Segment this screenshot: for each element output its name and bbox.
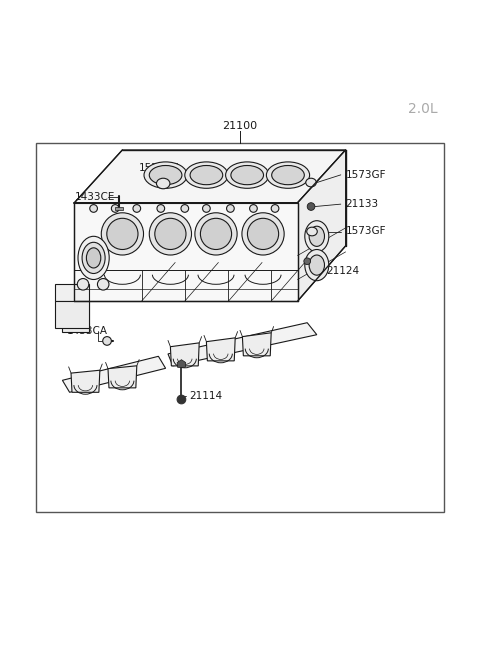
Ellipse shape [201, 218, 231, 250]
Polygon shape [62, 356, 166, 392]
Ellipse shape [155, 218, 186, 250]
Ellipse shape [305, 250, 329, 281]
Circle shape [177, 395, 186, 404]
Ellipse shape [86, 248, 101, 268]
Circle shape [304, 258, 311, 265]
Ellipse shape [185, 162, 228, 188]
Circle shape [271, 204, 279, 212]
Circle shape [103, 337, 111, 345]
Text: 2.0L: 2.0L [408, 102, 437, 116]
Ellipse shape [149, 213, 192, 255]
Text: 1573GF: 1573GF [346, 170, 386, 180]
Text: 21133: 21133 [346, 199, 379, 209]
Ellipse shape [195, 213, 237, 255]
Text: 1573GF: 1573GF [346, 227, 386, 236]
Ellipse shape [190, 166, 223, 185]
Text: 1573GF: 1573GF [139, 162, 180, 173]
Text: 1433CA: 1433CA [67, 326, 108, 336]
Polygon shape [177, 360, 186, 367]
Ellipse shape [78, 236, 109, 280]
Polygon shape [242, 333, 271, 356]
Polygon shape [55, 301, 89, 328]
Text: 1433CE: 1433CE [74, 192, 115, 202]
Polygon shape [74, 202, 298, 301]
Ellipse shape [144, 162, 187, 188]
Text: 21100: 21100 [222, 121, 258, 131]
Polygon shape [55, 284, 89, 301]
Circle shape [97, 278, 109, 290]
Polygon shape [71, 370, 100, 392]
Circle shape [181, 204, 189, 212]
Polygon shape [170, 343, 199, 366]
Polygon shape [74, 301, 89, 323]
Ellipse shape [309, 255, 324, 275]
Circle shape [250, 204, 257, 212]
Circle shape [133, 204, 141, 212]
Ellipse shape [248, 218, 279, 250]
Ellipse shape [82, 242, 105, 274]
Polygon shape [62, 323, 89, 332]
Polygon shape [168, 323, 317, 366]
Circle shape [203, 204, 210, 212]
Circle shape [77, 278, 89, 290]
Ellipse shape [307, 227, 317, 236]
Ellipse shape [306, 178, 316, 187]
Ellipse shape [231, 166, 264, 185]
Ellipse shape [226, 162, 269, 188]
Ellipse shape [272, 166, 304, 185]
Polygon shape [115, 206, 123, 210]
Ellipse shape [156, 178, 170, 189]
Bar [36, 143, 444, 512]
Text: 21114: 21114 [190, 390, 223, 401]
Circle shape [307, 202, 315, 210]
Ellipse shape [242, 213, 284, 255]
Ellipse shape [101, 213, 144, 255]
Ellipse shape [309, 226, 324, 246]
Polygon shape [108, 365, 137, 388]
Polygon shape [74, 150, 346, 202]
Ellipse shape [107, 218, 138, 250]
Text: 21124: 21124 [326, 266, 360, 276]
Circle shape [111, 204, 119, 212]
Circle shape [227, 204, 234, 212]
Ellipse shape [149, 166, 182, 185]
Ellipse shape [305, 221, 329, 252]
Polygon shape [206, 338, 235, 361]
Circle shape [157, 204, 165, 212]
Ellipse shape [266, 162, 310, 188]
Polygon shape [298, 150, 346, 301]
Circle shape [90, 204, 97, 212]
